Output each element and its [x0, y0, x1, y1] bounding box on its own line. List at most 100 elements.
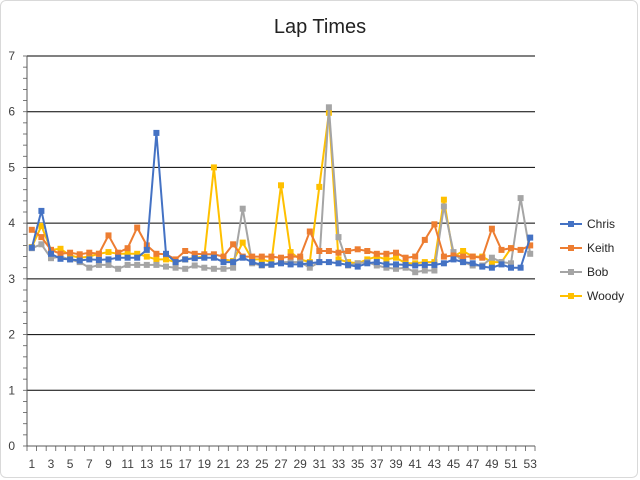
data-point [115, 265, 122, 272]
data-point [431, 261, 438, 268]
data-point [153, 261, 160, 268]
data-point [508, 260, 514, 267]
data-point [498, 261, 505, 268]
data-point [239, 239, 246, 246]
data-point [479, 254, 486, 261]
x-tick-label: 53 [524, 457, 538, 471]
x-tick-label: 19 [198, 457, 212, 471]
data-point [28, 226, 35, 233]
data-point [316, 248, 323, 254]
data-point [86, 249, 93, 256]
data-point [393, 254, 399, 261]
legend-swatch-marker [568, 269, 574, 275]
data-point [230, 241, 237, 248]
data-point [86, 256, 93, 263]
data-point [28, 244, 35, 251]
data-point [143, 261, 150, 268]
data-point [201, 264, 208, 271]
data-point [450, 256, 457, 263]
data-point [67, 249, 74, 256]
data-point [498, 246, 505, 253]
data-point [172, 259, 179, 266]
data-point [488, 259, 495, 266]
y-tick-label: 1 [8, 383, 15, 397]
legend-item-keith: Keith [560, 241, 614, 255]
data-point [86, 264, 93, 271]
data-point [105, 261, 112, 268]
data-point [143, 253, 150, 260]
series-chris [28, 129, 534, 271]
data-point [508, 264, 514, 271]
y-tick-label: 0 [8, 439, 15, 453]
x-tick-label: 39 [389, 457, 403, 471]
data-point [393, 265, 399, 272]
data-point [153, 129, 160, 136]
data-point [325, 248, 332, 254]
data-point [297, 253, 304, 260]
legend-swatch-marker [568, 221, 574, 227]
data-point [143, 246, 150, 253]
data-point [469, 260, 476, 267]
x-tick-label: 29 [293, 457, 307, 471]
data-point [354, 246, 361, 253]
data-point [191, 255, 198, 262]
data-point [421, 236, 428, 243]
x-tick-label: 43 [428, 457, 442, 471]
chart-title: Lap Times [274, 16, 366, 38]
data-point [134, 224, 141, 231]
data-point [268, 261, 275, 268]
data-point [95, 261, 102, 268]
data-point [230, 259, 237, 266]
data-point [402, 261, 409, 268]
data-point [431, 221, 438, 228]
data-point [38, 222, 45, 229]
x-tick-label: 23 [236, 457, 250, 471]
data-point [105, 249, 112, 256]
data-point [95, 256, 102, 263]
data-point [201, 254, 208, 261]
data-point [278, 260, 284, 267]
data-point [105, 232, 112, 239]
series-woody [28, 109, 514, 267]
data-point [316, 183, 323, 190]
data-point [373, 259, 380, 266]
data-point [488, 254, 495, 261]
data-point [249, 253, 256, 260]
data-point [527, 242, 534, 249]
data-point [517, 246, 524, 253]
legend-item-bob: Bob [560, 265, 609, 279]
x-tick-label: 3 [48, 457, 55, 471]
data-point [402, 254, 409, 261]
x-tick-label: 7 [86, 457, 93, 471]
data-point [335, 260, 342, 267]
data-point [412, 262, 419, 269]
data-point [335, 234, 342, 241]
x-tick-label: 27 [274, 457, 288, 471]
data-point [48, 255, 54, 262]
data-point [373, 262, 380, 269]
x-tick-label: 17 [178, 457, 192, 471]
data-point [76, 257, 83, 264]
data-point [124, 261, 131, 268]
legend-label: Chris [587, 217, 615, 231]
data-point [488, 225, 495, 232]
data-point [335, 249, 342, 256]
legend-item-chris: Chris [560, 217, 615, 231]
data-point [268, 253, 275, 260]
data-point [57, 245, 64, 252]
data-point [393, 249, 399, 256]
x-tick-labels: 1 3 5 7 9 11 13 15 17 19 21 23 25 27 29 31 33 35 37 39 41 43 4… [28, 457, 537, 471]
legend-item-woody: Woody [560, 289, 624, 303]
y-tick-label: 5 [8, 160, 15, 174]
data-point [163, 263, 169, 270]
y-tick-label: 6 [8, 105, 15, 119]
data-point [57, 255, 64, 262]
data-point [153, 256, 160, 263]
data-point [278, 182, 284, 189]
data-point [383, 256, 390, 263]
x-tick-label: 51 [504, 457, 518, 471]
data-point [239, 254, 246, 261]
data-point [134, 261, 141, 268]
data-point [105, 256, 112, 263]
